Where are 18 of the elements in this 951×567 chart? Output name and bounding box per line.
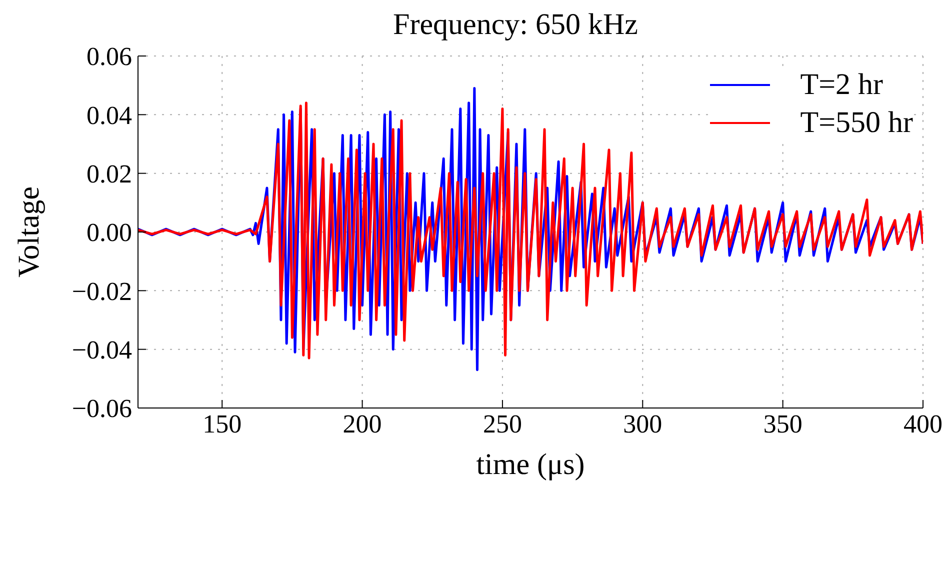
- y-tick-label: 0.06: [86, 42, 132, 72]
- x-tick-label: 350: [763, 409, 802, 438]
- legend-label: T=2 hr: [800, 68, 883, 102]
- chart-title: Frequency: 650 kHz: [392, 8, 639, 42]
- x-tick-label: 250: [482, 409, 522, 438]
- y-tick-label: 0.02: [86, 160, 132, 189]
- y-axis-title: Voltage: [12, 186, 46, 278]
- y-tick-label: 0.04: [86, 100, 132, 130]
- y-tick-label: −0.04: [72, 336, 132, 365]
- x-tick-label: 300: [623, 409, 662, 438]
- y-tick-label: 0.00: [86, 218, 132, 248]
- y-tick-label: −0.02: [72, 276, 132, 306]
- x-tick-label: 150: [202, 409, 242, 438]
- x-axis-title: time (μs): [476, 448, 585, 481]
- y-tick-label: −0.06: [72, 394, 132, 424]
- x-tick-label: 400: [904, 409, 942, 438]
- legend-label: T=550 hr: [800, 106, 913, 140]
- x-tick-label: 200: [342, 409, 382, 438]
